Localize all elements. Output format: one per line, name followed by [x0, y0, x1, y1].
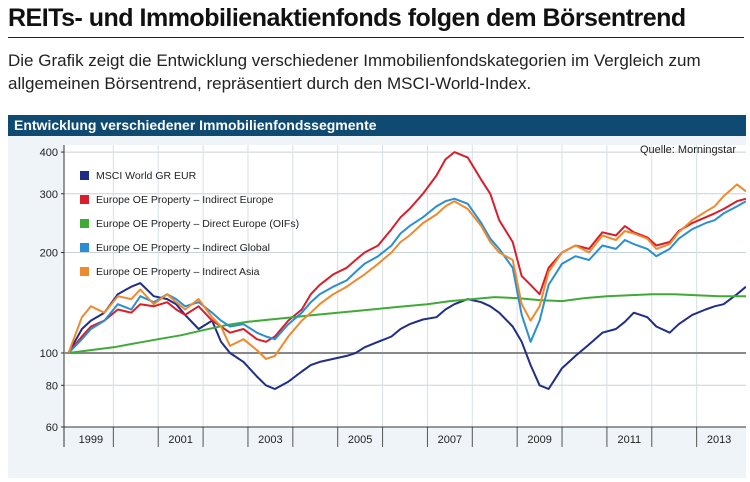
legend-label: Europe OE Property – Indirect Global	[96, 242, 270, 254]
headline: REITs- und Immobilienaktienfonds folgen …	[8, 4, 744, 38]
x-tick-label: 2005	[348, 434, 372, 446]
x-tick-label: 2001	[168, 434, 192, 446]
legend-swatch	[80, 171, 89, 180]
x-tick-label: 2011	[618, 434, 642, 446]
x-tick-label: 2013	[707, 434, 731, 446]
legend-swatch	[80, 195, 89, 204]
source-label: Quelle: Morningstar	[640, 144, 736, 156]
series-line-1	[67, 151, 746, 354]
legend-label: Europe OE Property – Direct Europe (OIFs…	[96, 218, 299, 230]
legend-label: Europe OE Property – Indirect Asia	[96, 266, 260, 278]
legend-label: Europe OE Property – Indirect Europe	[96, 194, 274, 206]
chart-panel: Entwicklung verschiedener Immobilienfond…	[8, 115, 746, 478]
x-tick-label: 2007	[438, 434, 462, 446]
y-tick-label: 300	[40, 189, 58, 201]
x-tick-label: 1999	[79, 434, 103, 446]
chart-title: Entwicklung verschiedener Immobilienfond…	[8, 115, 746, 136]
series-line-4	[67, 183, 746, 360]
legend-swatch	[80, 267, 89, 276]
series-line-2	[68, 293, 746, 354]
x-tick-label: 2003	[258, 434, 282, 446]
x-tick-label: 2009	[527, 434, 551, 446]
legend-swatch	[80, 219, 89, 228]
legend-swatch	[80, 243, 89, 252]
y-tick-label: 60	[46, 422, 58, 434]
series-line-3	[67, 197, 746, 354]
plot-area	[64, 145, 746, 427]
line-chart: 60 80 100 200 300 400 1999 2001 2003 2005 2007 2009…	[40, 144, 746, 447]
subtitle: Die Grafik zeigt die Entwicklung verschi…	[8, 51, 701, 93]
legend-label: MSCI World GR EUR	[96, 170, 197, 182]
y-tick-label: 400	[40, 147, 58, 159]
y-tick-label: 200	[40, 248, 58, 260]
y-tick-label: 80	[46, 380, 58, 392]
y-tick-label: 100	[40, 348, 58, 360]
